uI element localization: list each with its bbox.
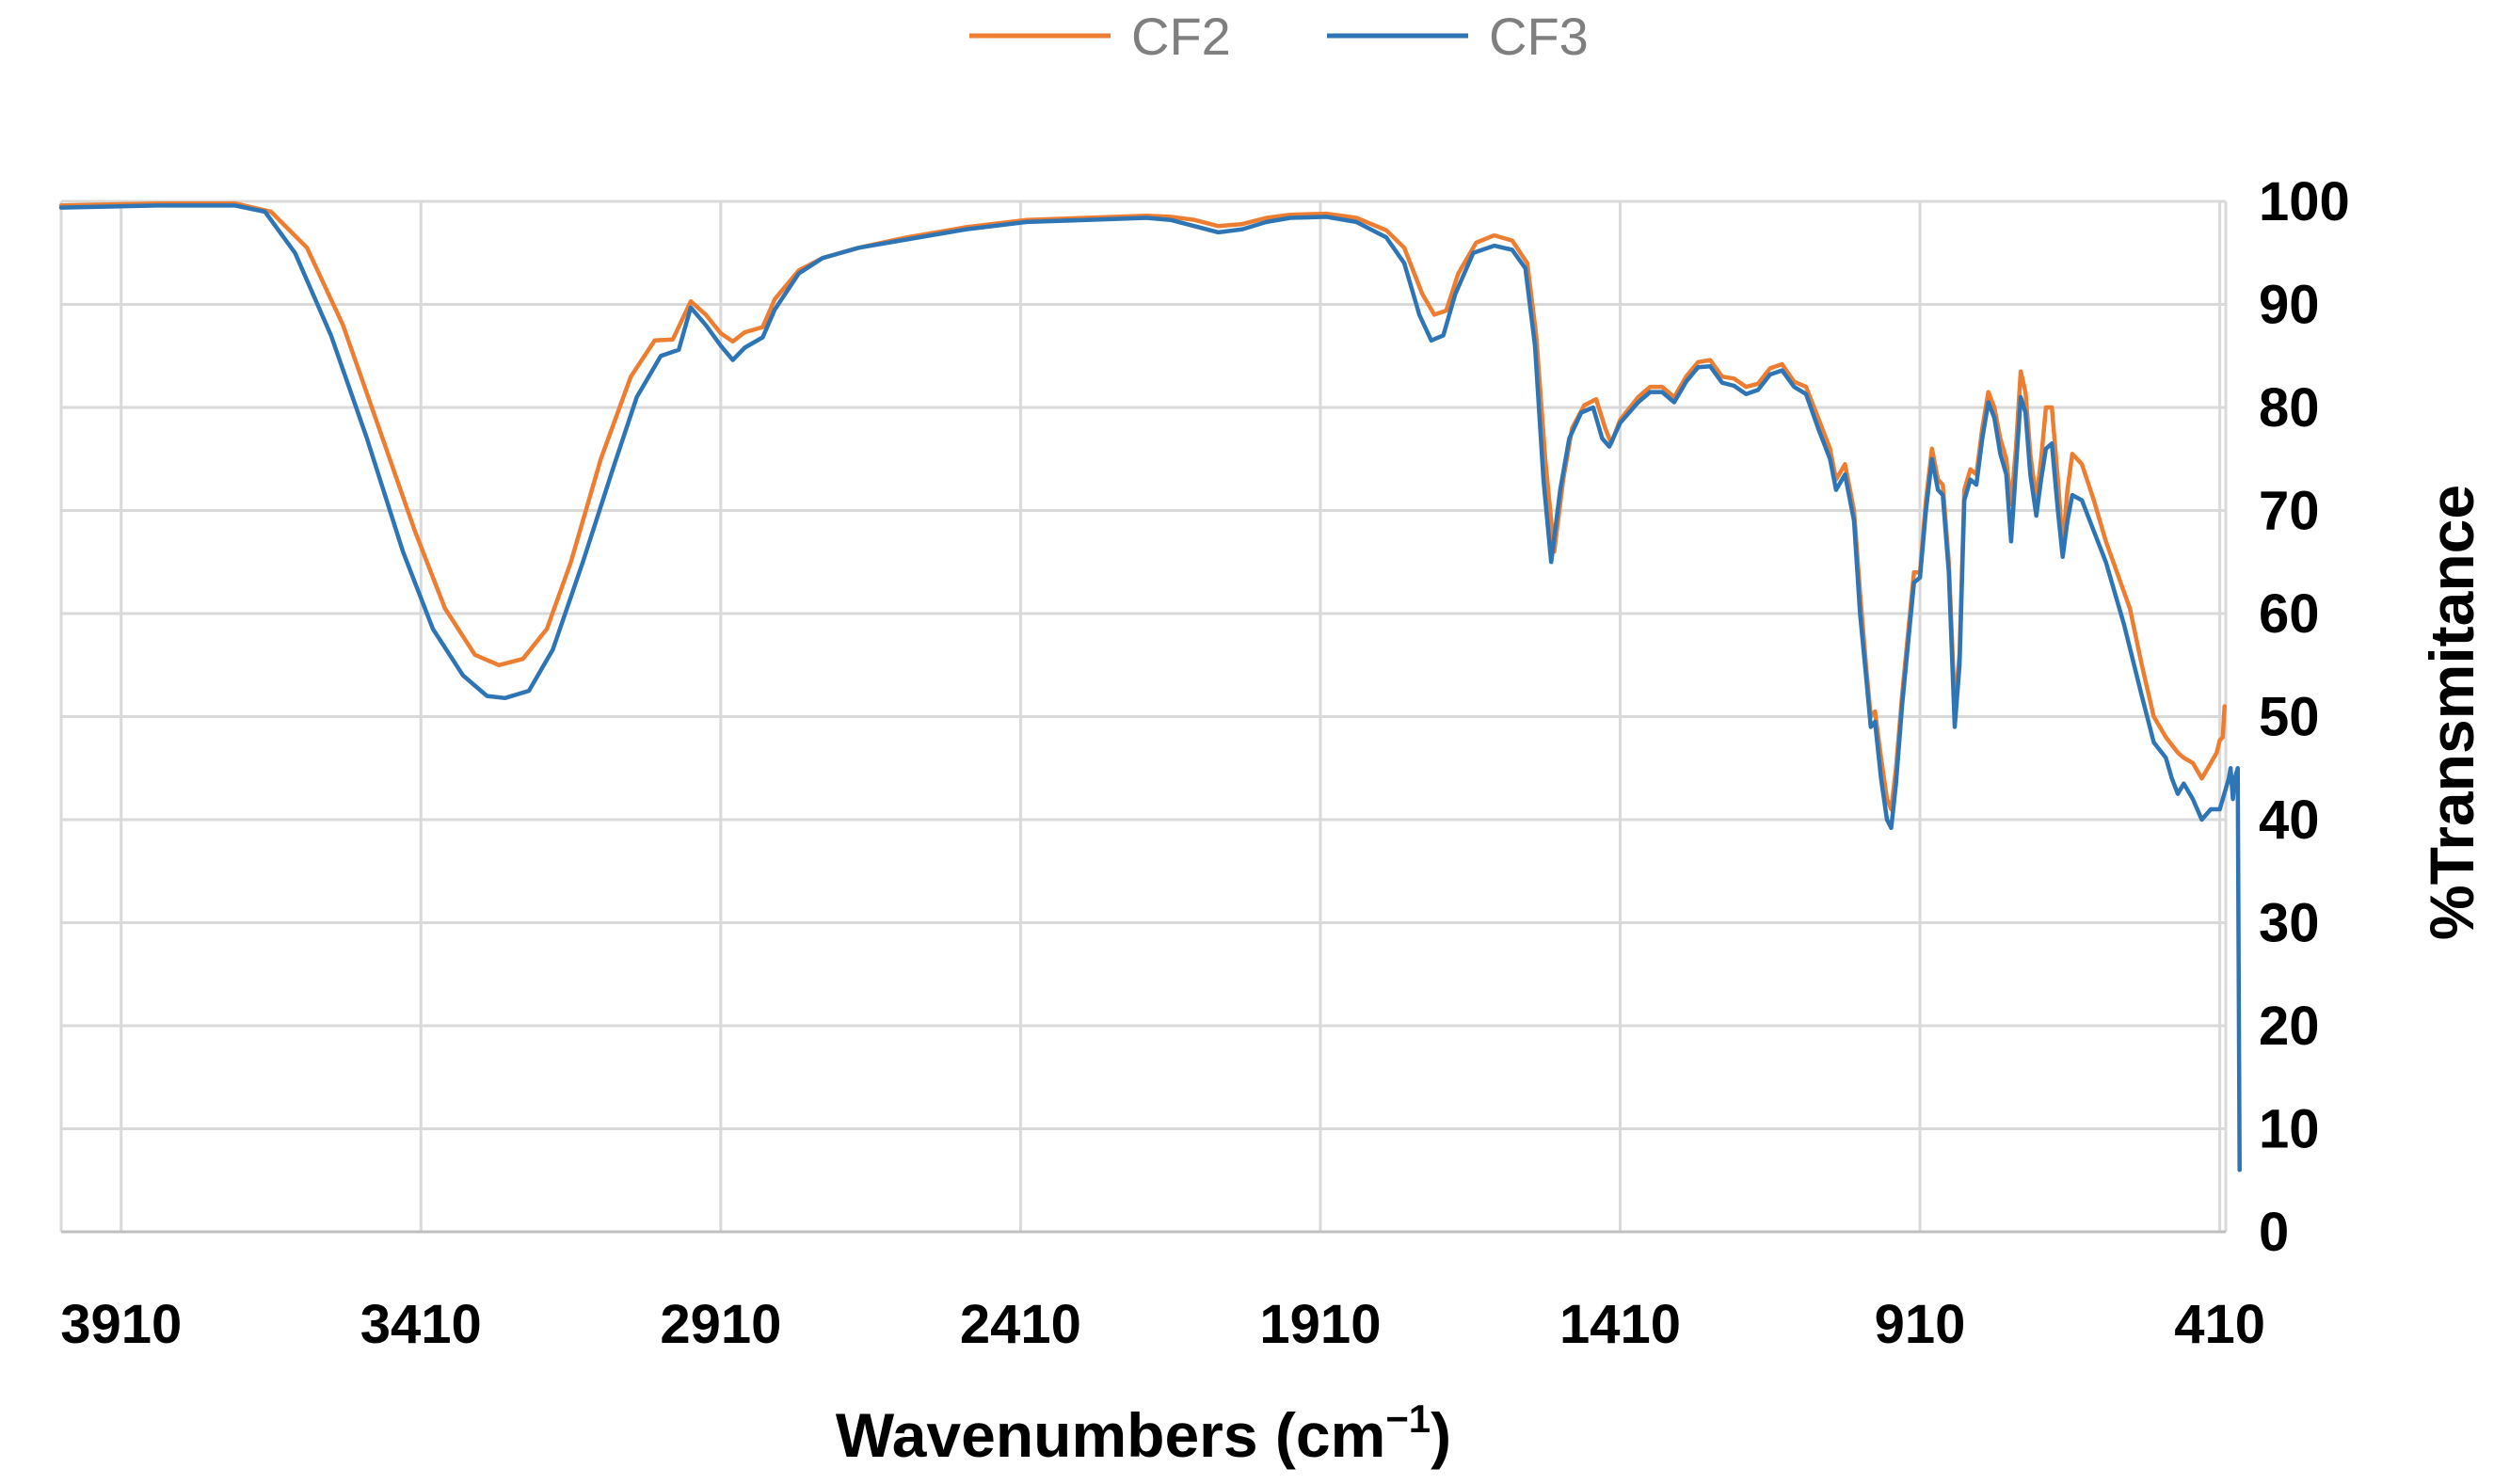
y-tick-label-90: 90 <box>2259 275 2320 336</box>
series-line-cf3 <box>58 203 2242 1173</box>
x-tick-label-1910: 1910 <box>1259 1294 1381 1355</box>
series-line-cf2 <box>58 200 2227 812</box>
x-tick-label-2910: 2910 <box>660 1294 781 1355</box>
y-tick-label-100: 100 <box>2259 171 2350 232</box>
y-tick-label-70: 70 <box>2259 481 2320 542</box>
legend-label-cf3: CF3 <box>1489 7 1589 66</box>
x-tick-label-410: 410 <box>2174 1294 2265 1355</box>
x-tick-label-2410: 2410 <box>960 1294 1081 1355</box>
series-lines <box>58 200 2242 1173</box>
y-tick-labels: 0 10 20 30 40 50 60 70 80 90 100 <box>2259 171 2350 1263</box>
y-tick-label-60: 60 <box>2259 583 2320 645</box>
x-axis-title-superscript: −1 <box>1385 1396 1431 1441</box>
x-tick-label-3910: 3910 <box>60 1294 182 1355</box>
gridlines <box>59 199 2228 1234</box>
y-tick-label-20: 20 <box>2259 996 2320 1057</box>
y-tick-label-10: 10 <box>2259 1099 2320 1160</box>
y-tick-label-50: 50 <box>2259 687 2320 748</box>
x-axis-title-close: ) <box>1431 1400 1451 1470</box>
y-tick-label-40: 40 <box>2259 790 2320 851</box>
legend: CF2 CF3 <box>969 7 1589 66</box>
y-tick-label-0: 0 <box>2259 1202 2289 1263</box>
x-tick-labels: 3910 3410 2910 2410 1910 1410 910 410 <box>60 1294 2265 1355</box>
x-tick-label-1410: 1410 <box>1559 1294 1681 1355</box>
legend-label-cf2: CF2 <box>1131 7 1231 66</box>
x-axis-title: Wavenumbers (cm−1) <box>836 1396 1451 1470</box>
y-axis-title: %Transmitance <box>2417 485 2486 940</box>
x-tick-label-910: 910 <box>1875 1294 1966 1355</box>
y-tick-label-80: 80 <box>2259 377 2320 439</box>
x-tick-label-3410: 3410 <box>360 1294 482 1355</box>
y-tick-label-30: 30 <box>2259 893 2320 954</box>
